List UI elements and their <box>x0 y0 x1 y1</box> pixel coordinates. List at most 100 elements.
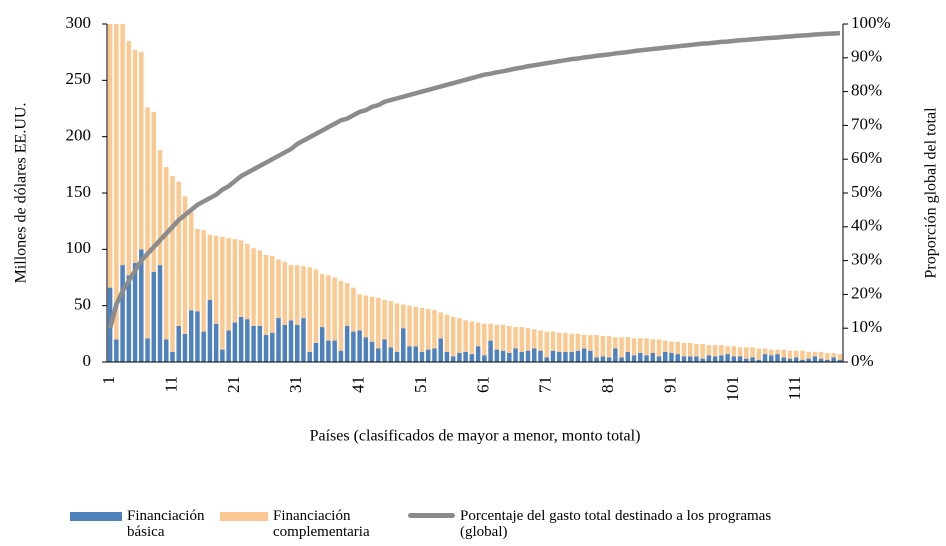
bar <box>132 49 138 263</box>
bar <box>238 240 244 317</box>
bar <box>176 181 181 326</box>
bar <box>369 341 375 362</box>
bar <box>825 359 830 362</box>
bar <box>419 351 425 362</box>
x-tick-label: 61 <box>473 376 492 393</box>
bar <box>376 348 381 362</box>
bar <box>450 356 456 362</box>
bar <box>482 323 487 356</box>
x-tick-label: 91 <box>660 376 679 393</box>
bar <box>606 336 612 358</box>
bar <box>737 356 743 362</box>
bar <box>700 343 705 359</box>
bar <box>575 350 581 362</box>
bar <box>569 333 574 352</box>
bar <box>226 330 231 362</box>
bar <box>407 346 412 362</box>
bar <box>781 349 786 358</box>
bar <box>245 319 250 362</box>
bar <box>544 357 549 362</box>
bar <box>563 351 568 362</box>
bar <box>432 310 437 349</box>
bar <box>731 346 737 357</box>
bar <box>220 349 225 362</box>
bar <box>294 324 300 362</box>
bar <box>226 238 231 331</box>
bar <box>500 324 506 351</box>
bar <box>731 356 737 362</box>
bar <box>556 332 562 352</box>
bar <box>357 294 362 331</box>
bar <box>631 338 637 356</box>
bar <box>532 329 537 349</box>
bar <box>806 358 811 362</box>
bar <box>326 275 331 341</box>
bar <box>475 322 481 347</box>
bar <box>538 330 543 351</box>
bar <box>812 356 818 362</box>
bar <box>401 304 406 329</box>
bar <box>344 325 350 362</box>
bar <box>195 229 200 312</box>
bar <box>588 334 593 351</box>
bar <box>650 352 656 362</box>
bar <box>793 350 799 358</box>
bar <box>619 337 624 358</box>
bar <box>382 339 387 362</box>
bar <box>425 309 431 350</box>
bar <box>463 320 468 352</box>
legend-label: Financiación básica <box>127 508 205 540</box>
x-tick-label: 31 <box>286 376 305 393</box>
bar <box>432 348 437 362</box>
bar <box>382 300 387 340</box>
bar <box>394 303 400 352</box>
bar <box>812 351 818 357</box>
bar <box>818 358 824 362</box>
bar <box>145 107 150 339</box>
bar <box>532 348 537 362</box>
bar <box>594 334 599 358</box>
bar <box>775 349 780 355</box>
bar <box>363 337 369 362</box>
bar <box>750 357 755 362</box>
bar <box>800 350 805 360</box>
bar <box>301 266 306 319</box>
x-tick-label: 81 <box>598 376 617 393</box>
bar <box>644 355 649 362</box>
y2-tick-label: 90% <box>851 47 882 66</box>
bar <box>675 354 680 362</box>
bar <box>213 323 219 362</box>
x-tick-label: 71 <box>536 376 555 393</box>
x-tick-label: 21 <box>224 376 243 393</box>
bar <box>550 350 556 362</box>
bar <box>351 287 356 332</box>
bar <box>182 196 188 334</box>
bar <box>319 327 325 362</box>
bar <box>170 176 175 352</box>
bar <box>719 355 724 362</box>
bar <box>606 357 612 362</box>
bar <box>450 316 456 357</box>
bar <box>151 111 157 272</box>
bar <box>313 269 319 343</box>
bar <box>694 356 699 362</box>
bar <box>282 261 288 325</box>
bar <box>369 296 375 342</box>
y2-tick-label: 50% <box>851 182 882 201</box>
bar <box>613 348 618 362</box>
bar <box>588 350 593 362</box>
x-tick-label: 41 <box>349 376 368 393</box>
bar <box>787 358 793 362</box>
bar <box>126 275 132 362</box>
bar <box>706 345 712 356</box>
bar <box>164 339 169 362</box>
bar <box>675 341 680 355</box>
bar <box>525 350 531 362</box>
bar <box>238 316 244 362</box>
bar <box>744 347 749 359</box>
bar <box>438 312 443 339</box>
bar <box>544 331 549 358</box>
y-tick-label: 250 <box>66 69 92 88</box>
y2-tick-label: 40% <box>851 216 882 235</box>
